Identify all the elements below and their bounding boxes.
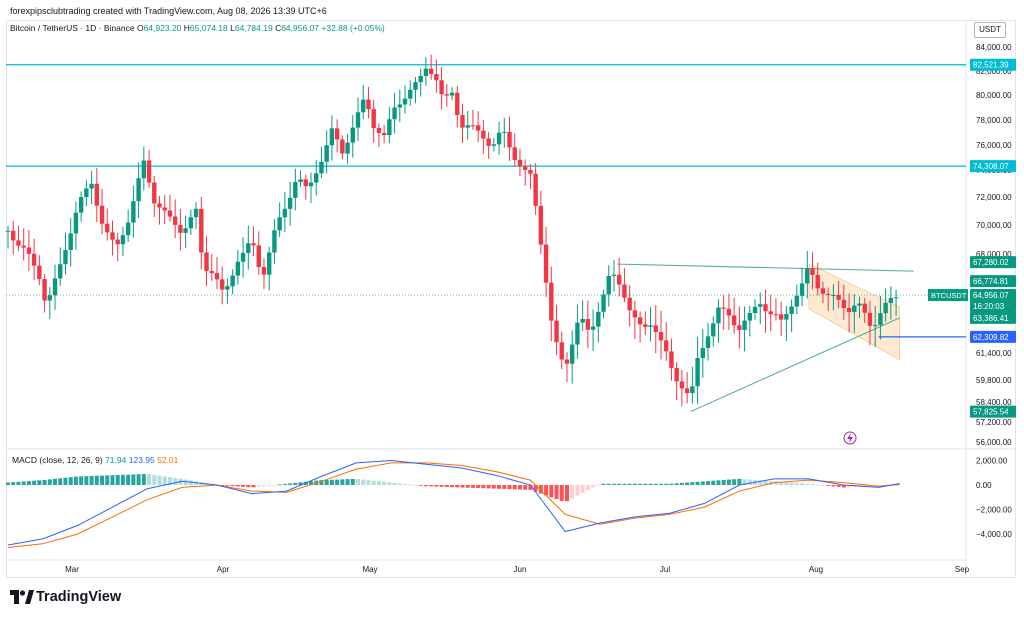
change-value: +32.88 (+0.05%)	[321, 23, 385, 33]
chart-credit: forexpipsclubtrading created with Tradin…	[10, 6, 327, 16]
tradingview-logo-icon	[10, 590, 34, 604]
ohlc-legend: Bitcoin / TetherUS · 1D · Binance O64,92…	[10, 23, 385, 33]
open-value: 64,923.20	[143, 23, 182, 33]
macd-histogram-value: 71.94	[105, 455, 127, 465]
macd-title[interactable]: MACD (close, 12, 26, 9)	[12, 455, 103, 465]
open-label: O	[136, 23, 144, 33]
close-value: 64,956.07	[281, 23, 320, 33]
symbol-title[interactable]: Bitcoin / TetherUS · 1D · Binance	[10, 23, 135, 33]
tradingview-logo[interactable]: TradingView	[10, 589, 121, 605]
macd-signal-value: 52.01	[157, 455, 179, 465]
chart-frame	[6, 20, 1016, 578]
macd-legend: MACD (close, 12, 26, 9) 71.94 123.95 52.…	[12, 455, 178, 465]
high-value: 65,074.18	[189, 23, 228, 33]
currency-button[interactable]: USDT	[974, 22, 1006, 38]
macd-line-value: 123.95	[128, 455, 155, 465]
tradingview-wordmark: TradingView	[36, 589, 122, 605]
close-label: C	[275, 23, 282, 33]
high-label: H	[183, 23, 190, 33]
low-label: L	[230, 23, 235, 33]
low-value: 64,784.19	[234, 23, 273, 33]
